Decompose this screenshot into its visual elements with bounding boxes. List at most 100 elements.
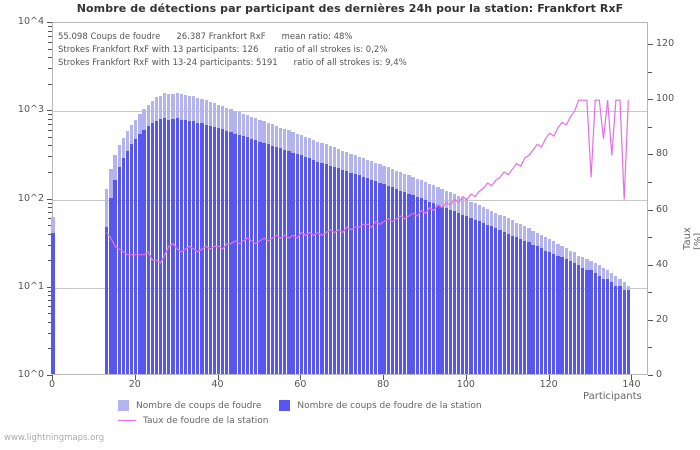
bar-station — [374, 181, 378, 374]
y-axis-right-tick-mark — [648, 181, 652, 183]
bar-station — [233, 133, 237, 374]
bar-station — [502, 231, 506, 374]
annotation-line: Strokes Frankfort RxF with 13-24 partici… — [58, 58, 407, 68]
y-axis-right-tick-mark — [648, 237, 652, 239]
bar-station — [585, 270, 589, 374]
bar-station — [436, 204, 440, 374]
legend-label-rate: Taux de foudre de la station — [143, 415, 269, 426]
y-axis-left-tick-mark — [48, 218, 52, 220]
bar-station — [605, 278, 610, 374]
y-axis-right-tick-mark — [648, 347, 652, 349]
bar-station — [552, 253, 556, 374]
bar-station — [494, 228, 498, 374]
bar-station — [473, 219, 477, 374]
x-axis-tick-label: 100 — [456, 379, 475, 390]
x-axis-tick-mark — [134, 375, 136, 380]
y-axis-left-tick-mark — [48, 295, 52, 297]
y-axis-left-tick-mark — [48, 123, 52, 125]
bar-station — [614, 285, 618, 374]
bar-station — [262, 142, 266, 374]
y-axis-left-tick-mark — [48, 290, 52, 292]
y-axis-left-tick-mark — [48, 68, 52, 70]
bar-station — [452, 211, 457, 374]
bar-station — [113, 179, 117, 374]
bar-station — [150, 122, 154, 374]
bar-station — [154, 120, 159, 374]
bar-station — [316, 161, 320, 374]
bar-station — [245, 137, 250, 374]
y-axis-left-tick-label: 10^4 — [17, 16, 44, 27]
bar-station — [411, 195, 415, 374]
bar-station — [175, 118, 179, 374]
bar-station — [307, 158, 312, 374]
bar-station — [283, 149, 287, 374]
bar-station — [428, 201, 432, 374]
y-axis-left-tick-label: 10^1 — [17, 280, 44, 292]
bar-station — [506, 233, 510, 374]
y-axis-left-tick-label: 10^2 — [17, 192, 44, 204]
bar-station — [477, 221, 481, 374]
bar-station — [328, 165, 332, 374]
bar-station — [519, 238, 523, 374]
bar-station — [361, 176, 366, 374]
bar-station — [386, 185, 390, 374]
bar-station — [274, 146, 279, 374]
legend-row-2: Taux de foudre de la station — [118, 413, 500, 428]
bar-station — [105, 227, 109, 374]
bar-station — [510, 235, 515, 374]
bar-station — [134, 139, 138, 374]
bar-station — [183, 120, 188, 374]
bar-station — [345, 170, 349, 374]
legend-swatch-station — [279, 400, 291, 411]
bar-station — [109, 197, 113, 374]
y-axis-left-tick-mark — [47, 375, 52, 376]
y-axis-left-tick-mark — [48, 321, 52, 323]
bar-station — [481, 223, 486, 374]
y-axis-left-tick-mark — [48, 48, 52, 50]
y-axis-right-tick-mark — [648, 292, 652, 294]
bar-station — [349, 172, 353, 374]
legend-item-rate: Taux de foudre de la station — [118, 416, 268, 426]
chart-title: Nombre de détections par participant des… — [76, 2, 624, 15]
y-axis-right-tick-mark — [648, 319, 653, 321]
bar-station — [130, 144, 134, 374]
bar-station — [229, 132, 233, 374]
bar-station — [142, 130, 146, 374]
bar-station — [51, 232, 55, 374]
bar-station — [572, 263, 577, 374]
y-axis-right-tick-mark — [648, 154, 653, 156]
bar-station — [241, 136, 245, 374]
bar-station — [589, 270, 593, 374]
bar-station — [158, 118, 163, 374]
bar-station — [485, 224, 490, 374]
x-axis-tick-label: 40 — [211, 379, 224, 390]
bar-station — [415, 196, 419, 374]
y-axis-right-tick-mark — [648, 99, 653, 101]
bar-station — [336, 168, 341, 374]
y-axis-left-tick-mark — [48, 145, 52, 147]
legend-label-station: Nombre de coups de foudre de la station — [297, 400, 482, 411]
bar-station — [279, 148, 283, 374]
y-axis-left-tick-mark — [48, 244, 52, 246]
y-axis-right-tick-mark — [648, 209, 653, 211]
chart-legend: Nombre de coups de foudre Nombre de coup… — [118, 398, 500, 428]
y-axis-left-tick-mark — [47, 198, 52, 200]
legend-swatch-rate — [118, 420, 136, 421]
bar-station — [394, 188, 399, 374]
y-axis-left-tick-mark — [48, 83, 52, 85]
bar-station — [535, 246, 539, 374]
y-axis-right-tick-label: 120 — [656, 38, 675, 50]
bar-station — [163, 118, 167, 374]
y-axis-left-tick-mark — [48, 207, 52, 209]
y-axis-left-tick-mark — [47, 22, 52, 23]
bar-station — [469, 217, 473, 374]
x-axis-tick-mark — [217, 375, 219, 380]
bar-station — [171, 118, 175, 374]
x-axis-tick-mark — [465, 375, 467, 380]
y-axis-left-tick-mark — [48, 114, 52, 116]
y-axis-left-tick-mark — [47, 286, 52, 288]
bar-station — [266, 144, 270, 374]
y-axis-left-tick-mark — [48, 260, 52, 262]
y-axis-right-tick-label: 80 — [656, 148, 669, 160]
plot-area — [51, 22, 648, 375]
